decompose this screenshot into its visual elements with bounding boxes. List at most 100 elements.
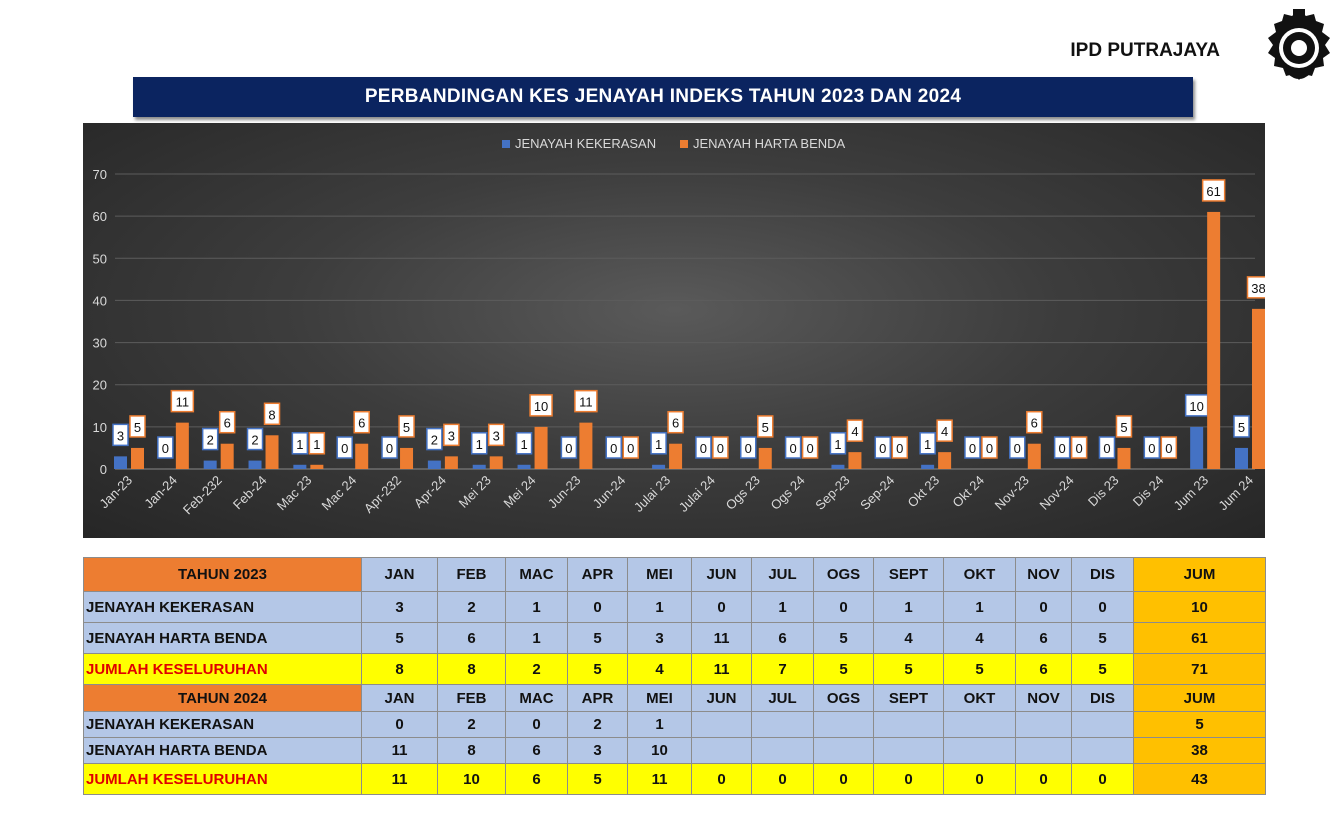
month-header-cell: JAN: [361, 684, 438, 712]
data-label: 1: [924, 437, 931, 452]
data-label-box: [529, 394, 553, 417]
value-cell: 5: [813, 622, 874, 654]
value-cell: 1: [505, 622, 568, 654]
data-label: 1: [520, 437, 527, 452]
bar: [489, 456, 503, 469]
data-label: 1: [655, 437, 662, 452]
x-tick-label: Okt 23: [905, 473, 943, 511]
table-row: JENAYAH HARTA BENDA 5 6 1 5 3 11 6 5 4 4 6 5 61: [83, 622, 1266, 654]
value-cell: [873, 711, 944, 738]
data-label: 2: [431, 433, 438, 448]
value-cell: 0: [873, 763, 944, 795]
value-cell: 0: [1015, 591, 1072, 623]
value-cell: 5: [873, 653, 944, 685]
table-header-row: TAHUN 2023 JAN FEB MAC APR MEI JUN JUL OGS SEPT OK…: [83, 557, 1266, 592]
data-label: 1: [834, 437, 841, 452]
row-label-cell: JUMLAH KESELURUHAN: [83, 763, 362, 795]
data-label: 2: [251, 433, 258, 448]
month-header-cell: APR: [567, 557, 628, 592]
x-tick-label: Mei 23: [456, 473, 494, 511]
data-label: 1: [313, 437, 320, 452]
month-header-cell: JUN: [691, 684, 752, 712]
value-cell: 10: [437, 763, 506, 795]
y-tick-label: 50: [93, 251, 107, 266]
value-cell: [1071, 737, 1134, 764]
data-label: 3: [117, 428, 124, 443]
x-tick-label: Jum 24: [1215, 473, 1256, 514]
month-header-cell: JUL: [751, 557, 814, 592]
data-label: 0: [969, 441, 976, 456]
value-cell: [873, 737, 944, 764]
data-label: 0: [341, 441, 348, 456]
data-label-box: [712, 436, 729, 459]
data-label: 0: [986, 441, 993, 456]
value-cell: 0: [1071, 591, 1134, 623]
value-cell: 0: [813, 763, 874, 795]
x-tick-label: Feb-24: [230, 473, 270, 513]
value-cell: 3: [627, 622, 692, 654]
data-label: 5: [134, 420, 141, 435]
data-label: 0: [565, 441, 572, 456]
value-cell: 0: [943, 763, 1016, 795]
data-label: 0: [627, 441, 634, 456]
data-label-box: [263, 402, 281, 426]
bar: [114, 456, 127, 469]
data-label: 0: [1148, 441, 1155, 456]
data-label-box: [381, 436, 398, 459]
y-tick-label: 60: [93, 209, 107, 224]
data-label-box: [291, 432, 309, 455]
data-label: 0: [1059, 441, 1066, 456]
value-cell: 11: [361, 763, 438, 795]
month-header-cell: OKT: [943, 557, 1016, 592]
bar: [175, 422, 189, 469]
data-label: 0: [745, 441, 752, 456]
value-cell: 0: [813, 591, 874, 623]
x-tick-label: Sep-23: [812, 473, 852, 513]
value-cell: [943, 737, 1016, 764]
month-header-cell: OGS: [813, 684, 874, 712]
data-label-box: [919, 432, 936, 455]
data-label-box: [487, 423, 505, 447]
data-label-box: [981, 436, 998, 459]
data-label: 5: [1238, 420, 1245, 435]
data-label-box: [874, 436, 892, 459]
value-cell: [813, 737, 874, 764]
data-label-box: [218, 410, 236, 434]
value-cell: 4: [627, 653, 692, 685]
bar: [758, 447, 772, 469]
value-cell: [1015, 737, 1072, 764]
value-cell: 8: [437, 737, 506, 764]
data-label: 0: [610, 441, 617, 456]
month-header-cell: DIS: [1071, 684, 1134, 712]
value-cell: 0: [1071, 763, 1134, 795]
value-cell: 2: [437, 711, 506, 738]
month-header-cell: FEB: [437, 557, 506, 592]
value-cell: 5: [567, 763, 628, 795]
x-tick-label: Feb-232: [180, 473, 225, 518]
table-header-row: TAHUN 2024 JAN FEB MAC APR MEI JUN JUL OGS SEPT OK…: [83, 684, 1266, 712]
data-table: TAHUN 2023 JAN FEB MAC APR MEI JUN JUL OGS SEPT OK…: [83, 557, 1266, 795]
month-header-cell: FEB: [437, 684, 506, 712]
table-row: JENAYAH KEKERASAN 3 2 1 0 1 0 1 0 1 1 0 0 10: [83, 591, 1266, 623]
value-cell: 0: [1015, 763, 1072, 795]
data-label-box: [846, 419, 864, 442]
table-row: JENAYAH HARTA BENDA 11 8 6 3 10 38: [83, 737, 1266, 764]
value-cell: 0: [691, 763, 752, 795]
row-label-cell: JENAYAH HARTA BENDA: [83, 737, 362, 764]
bar: [534, 426, 548, 469]
data-label: 0: [1165, 441, 1172, 456]
value-cell: 8: [361, 653, 438, 685]
data-label-box: [398, 415, 415, 438]
data-label: 3: [448, 428, 455, 443]
data-label: 0: [1014, 441, 1021, 456]
data-label-box: [157, 436, 174, 459]
bar: [265, 435, 279, 469]
bar: [938, 452, 952, 469]
bar: [1117, 447, 1131, 469]
jum-value-cell: 43: [1133, 763, 1266, 795]
data-label-box: [1201, 179, 1226, 202]
x-tick-label: Mac 23: [274, 473, 315, 514]
value-cell: 4: [943, 622, 1016, 654]
jum-value-cell: 61: [1133, 622, 1266, 654]
value-cell: 5: [567, 622, 628, 654]
